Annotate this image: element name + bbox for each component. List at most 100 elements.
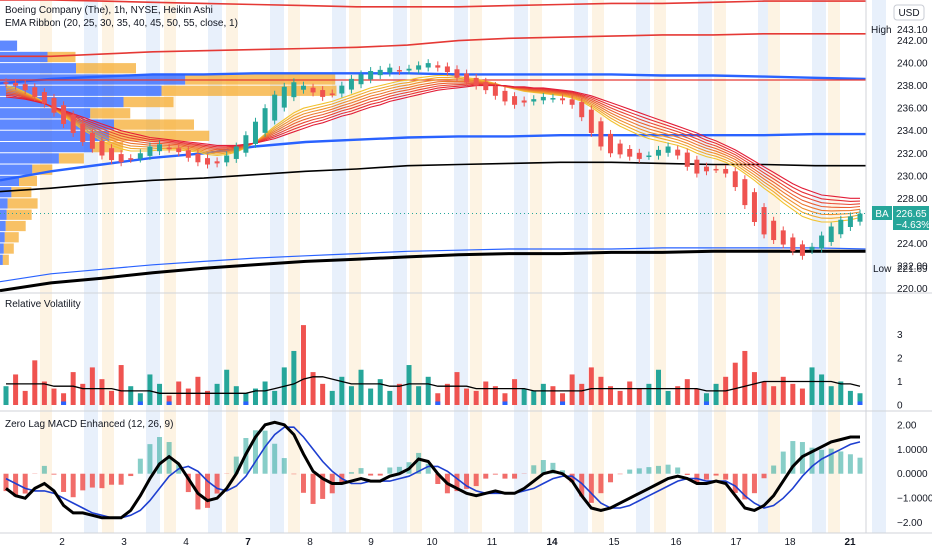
profile-bar-orange — [109, 130, 210, 141]
volatility-bar — [387, 390, 393, 405]
macd-histogram — [3, 420, 863, 520]
candle-body — [703, 166, 709, 172]
volatility-bar — [339, 376, 345, 405]
volatility-bar — [243, 393, 249, 405]
macd-histogram-bar — [396, 466, 402, 474]
candle-body — [790, 237, 796, 252]
candle-body — [176, 148, 182, 153]
volatility-bar — [684, 379, 690, 405]
profile-bar-orange — [7, 198, 38, 209]
time-tick-label: 10 — [426, 537, 438, 548]
candle-body — [320, 90, 326, 97]
profile-bar-blue — [0, 130, 110, 141]
macd-histogram-bar — [22, 473, 28, 494]
profile-bar-blue — [0, 164, 33, 175]
volatility-bar — [751, 372, 757, 405]
macd-histogram-bar — [416, 452, 422, 474]
candle-body — [771, 220, 777, 241]
volatility-bar — [655, 369, 661, 405]
macd-histogram-bar — [665, 464, 671, 474]
volatility-bar — [550, 386, 556, 405]
macd-title: Zero Lag MACD Enhanced (12, 26, 9) — [5, 419, 173, 430]
macd-histogram-bar — [185, 473, 191, 493]
volatility-bars — [3, 325, 863, 405]
profile-bar-orange — [6, 209, 32, 220]
profile-bar-blue — [0, 153, 59, 164]
macd-histogram-bar — [387, 467, 393, 474]
volatility-bar — [847, 390, 853, 405]
candle-body — [262, 108, 268, 133]
symbol-badge — [872, 206, 892, 220]
volatility-bar — [272, 390, 278, 405]
volatility-bar — [492, 386, 498, 405]
candle-body — [272, 94, 278, 121]
volatility-bar — [348, 386, 354, 405]
profile-bar-orange — [19, 175, 37, 187]
volatility-title: Relative Volatility — [5, 299, 81, 310]
candle-body — [377, 69, 383, 76]
candle-body — [838, 219, 844, 235]
candle-body — [675, 149, 681, 156]
macd-histogram-bar — [483, 473, 489, 479]
macd-histogram-bar — [492, 473, 498, 475]
premarket-stripe — [768, 0, 780, 533]
candle-body — [473, 77, 479, 86]
volatility-bar — [828, 386, 834, 405]
profile-bar-blue — [0, 141, 94, 153]
price-tick-label: 242.00 — [897, 36, 928, 47]
volatility-bar — [310, 372, 316, 405]
currency-button[interactable] — [893, 4, 925, 21]
volatility-bar — [214, 383, 220, 405]
candle-body — [80, 123, 86, 142]
volatility-bar — [41, 381, 47, 405]
volatility-bar — [598, 376, 604, 405]
volatility-bar — [512, 379, 518, 405]
volatility-bar — [483, 381, 489, 405]
candle-body — [358, 74, 364, 85]
profile-bar-blue — [0, 85, 162, 96]
macd-histogram-bar — [703, 473, 709, 480]
upper-red-band — [0, 33, 866, 58]
volatility-bar — [300, 325, 306, 405]
volatility-bar — [51, 388, 57, 405]
volatility-bar — [224, 369, 230, 405]
macd-histogram-bar — [790, 441, 796, 474]
macd-histogram-bar — [723, 473, 729, 480]
time-tick-label: 8 — [307, 537, 313, 548]
candle-body — [32, 87, 38, 97]
volatility-bar — [713, 383, 719, 405]
macd-histogram-bar — [348, 472, 354, 474]
candle-body — [89, 132, 95, 149]
volatility-tick-label: 1 — [897, 377, 903, 388]
volatility-bar — [3, 386, 9, 405]
macd-histogram-bar — [300, 473, 306, 493]
profile-bar-orange — [4, 232, 19, 243]
profile-bar-orange — [161, 85, 337, 96]
price-tick-label: 230.00 — [897, 171, 928, 182]
volatility-base-bar — [243, 401, 249, 405]
candle-body — [61, 105, 67, 124]
candles — [0, 59, 866, 260]
volatility-tick-label: 2 — [897, 354, 903, 365]
price-tick-label: 232.00 — [897, 149, 928, 160]
volatility-bar — [646, 383, 652, 405]
candle-body — [3, 82, 9, 84]
candle-body — [41, 92, 47, 104]
ema-ribbon-legend: EMA Ribbon (20, 25, 30, 35, 40, 45, 50, … — [5, 18, 238, 29]
candle-body — [425, 63, 431, 68]
profile-bar-orange — [123, 96, 174, 108]
volatility-bar — [61, 393, 67, 405]
macd-histogram-bar — [857, 457, 863, 474]
volatility-bar — [521, 388, 527, 405]
macd-histogram-bar — [675, 467, 681, 474]
volatility-tick-label: 3 — [897, 330, 903, 341]
ema-line — [5, 83, 861, 206]
volatility-bar — [569, 374, 575, 405]
mid-blue-band — [0, 132, 866, 182]
mid-black-band — [0, 161, 866, 193]
macd-histogram-bar — [320, 473, 326, 499]
volatility-base-bar — [703, 401, 709, 405]
macd-tick-label: 0.0000 — [897, 469, 928, 480]
candle-body — [579, 102, 585, 118]
volatility-bar — [89, 367, 95, 405]
